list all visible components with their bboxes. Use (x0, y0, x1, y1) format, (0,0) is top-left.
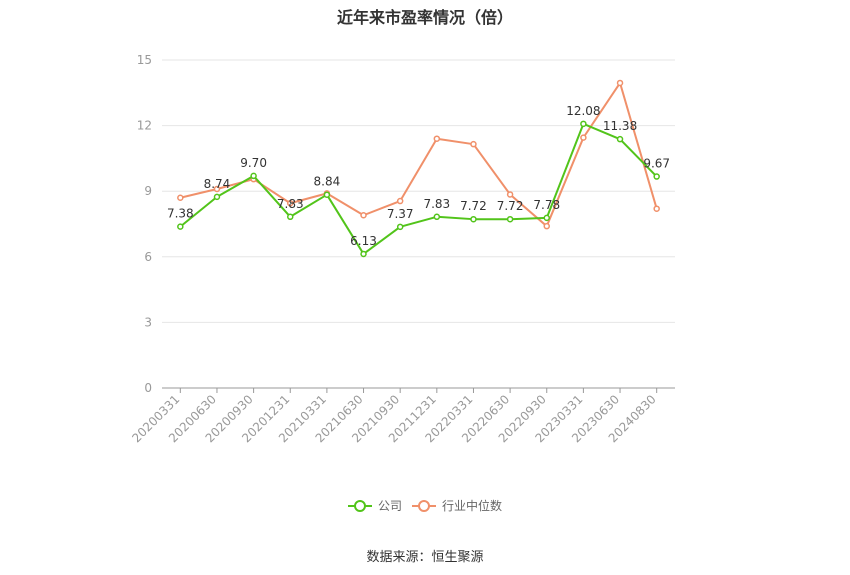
data-label: 9.70 (240, 156, 267, 170)
data-label: 7.83 (423, 197, 450, 211)
y-tick-label: 9 (144, 184, 152, 198)
legend-label-company: 公司 (378, 497, 402, 515)
data-label: 7.78 (533, 198, 560, 212)
y-tick-label: 3 (144, 315, 152, 329)
series-0-point (471, 217, 476, 222)
series-1-point (361, 213, 366, 218)
series-1-point (544, 224, 549, 229)
series-0-point (251, 173, 256, 178)
data-label: 7.38 (167, 207, 194, 221)
data-label: 8.74 (204, 177, 231, 191)
data-label: 12.08 (566, 104, 600, 118)
series-0-point (361, 251, 366, 256)
series-0-point (398, 224, 403, 229)
y-tick-label: 15 (137, 53, 152, 67)
series-1-point (508, 192, 513, 197)
legend-label-industry-median: 行业中位数 (442, 497, 502, 515)
y-tick-label: 12 (137, 119, 152, 133)
series-0-point (508, 217, 513, 222)
series-line-0 (180, 124, 656, 254)
series-1-point (618, 80, 623, 85)
series-1-point (471, 142, 476, 147)
series-0-point (214, 194, 219, 199)
series-1-point (654, 206, 659, 211)
series-1-point (398, 199, 403, 204)
data-label: 7.72 (497, 199, 524, 213)
data-label: 7.72 (460, 199, 487, 213)
legend-marker-industry-median (418, 500, 430, 512)
chart-legend: 公司 行业中位数 (0, 497, 850, 517)
data-label: 7.83 (277, 197, 304, 211)
series-1-point (178, 195, 183, 200)
data-label: 8.84 (314, 175, 341, 189)
data-label: 7.37 (387, 207, 414, 221)
series-0-point (324, 192, 329, 197)
series-0-point (544, 215, 549, 220)
series-0-point (178, 224, 183, 229)
series-0-point (434, 214, 439, 219)
series-0-point (581, 121, 586, 126)
y-tick-label: 6 (144, 250, 152, 264)
y-tick-label: 0 (144, 381, 152, 395)
data-label: 9.67 (643, 157, 670, 171)
legend-marker-company (354, 500, 366, 512)
data-label: 11.38 (603, 119, 637, 133)
series-1-point (434, 136, 439, 141)
series-1-point (581, 135, 586, 140)
series-0-point (288, 214, 293, 219)
series-0-point (654, 174, 659, 179)
data-source-note: 数据来源：恒生聚源 (0, 546, 850, 565)
data-label: 6.13 (350, 234, 377, 248)
series-0-point (618, 137, 623, 142)
